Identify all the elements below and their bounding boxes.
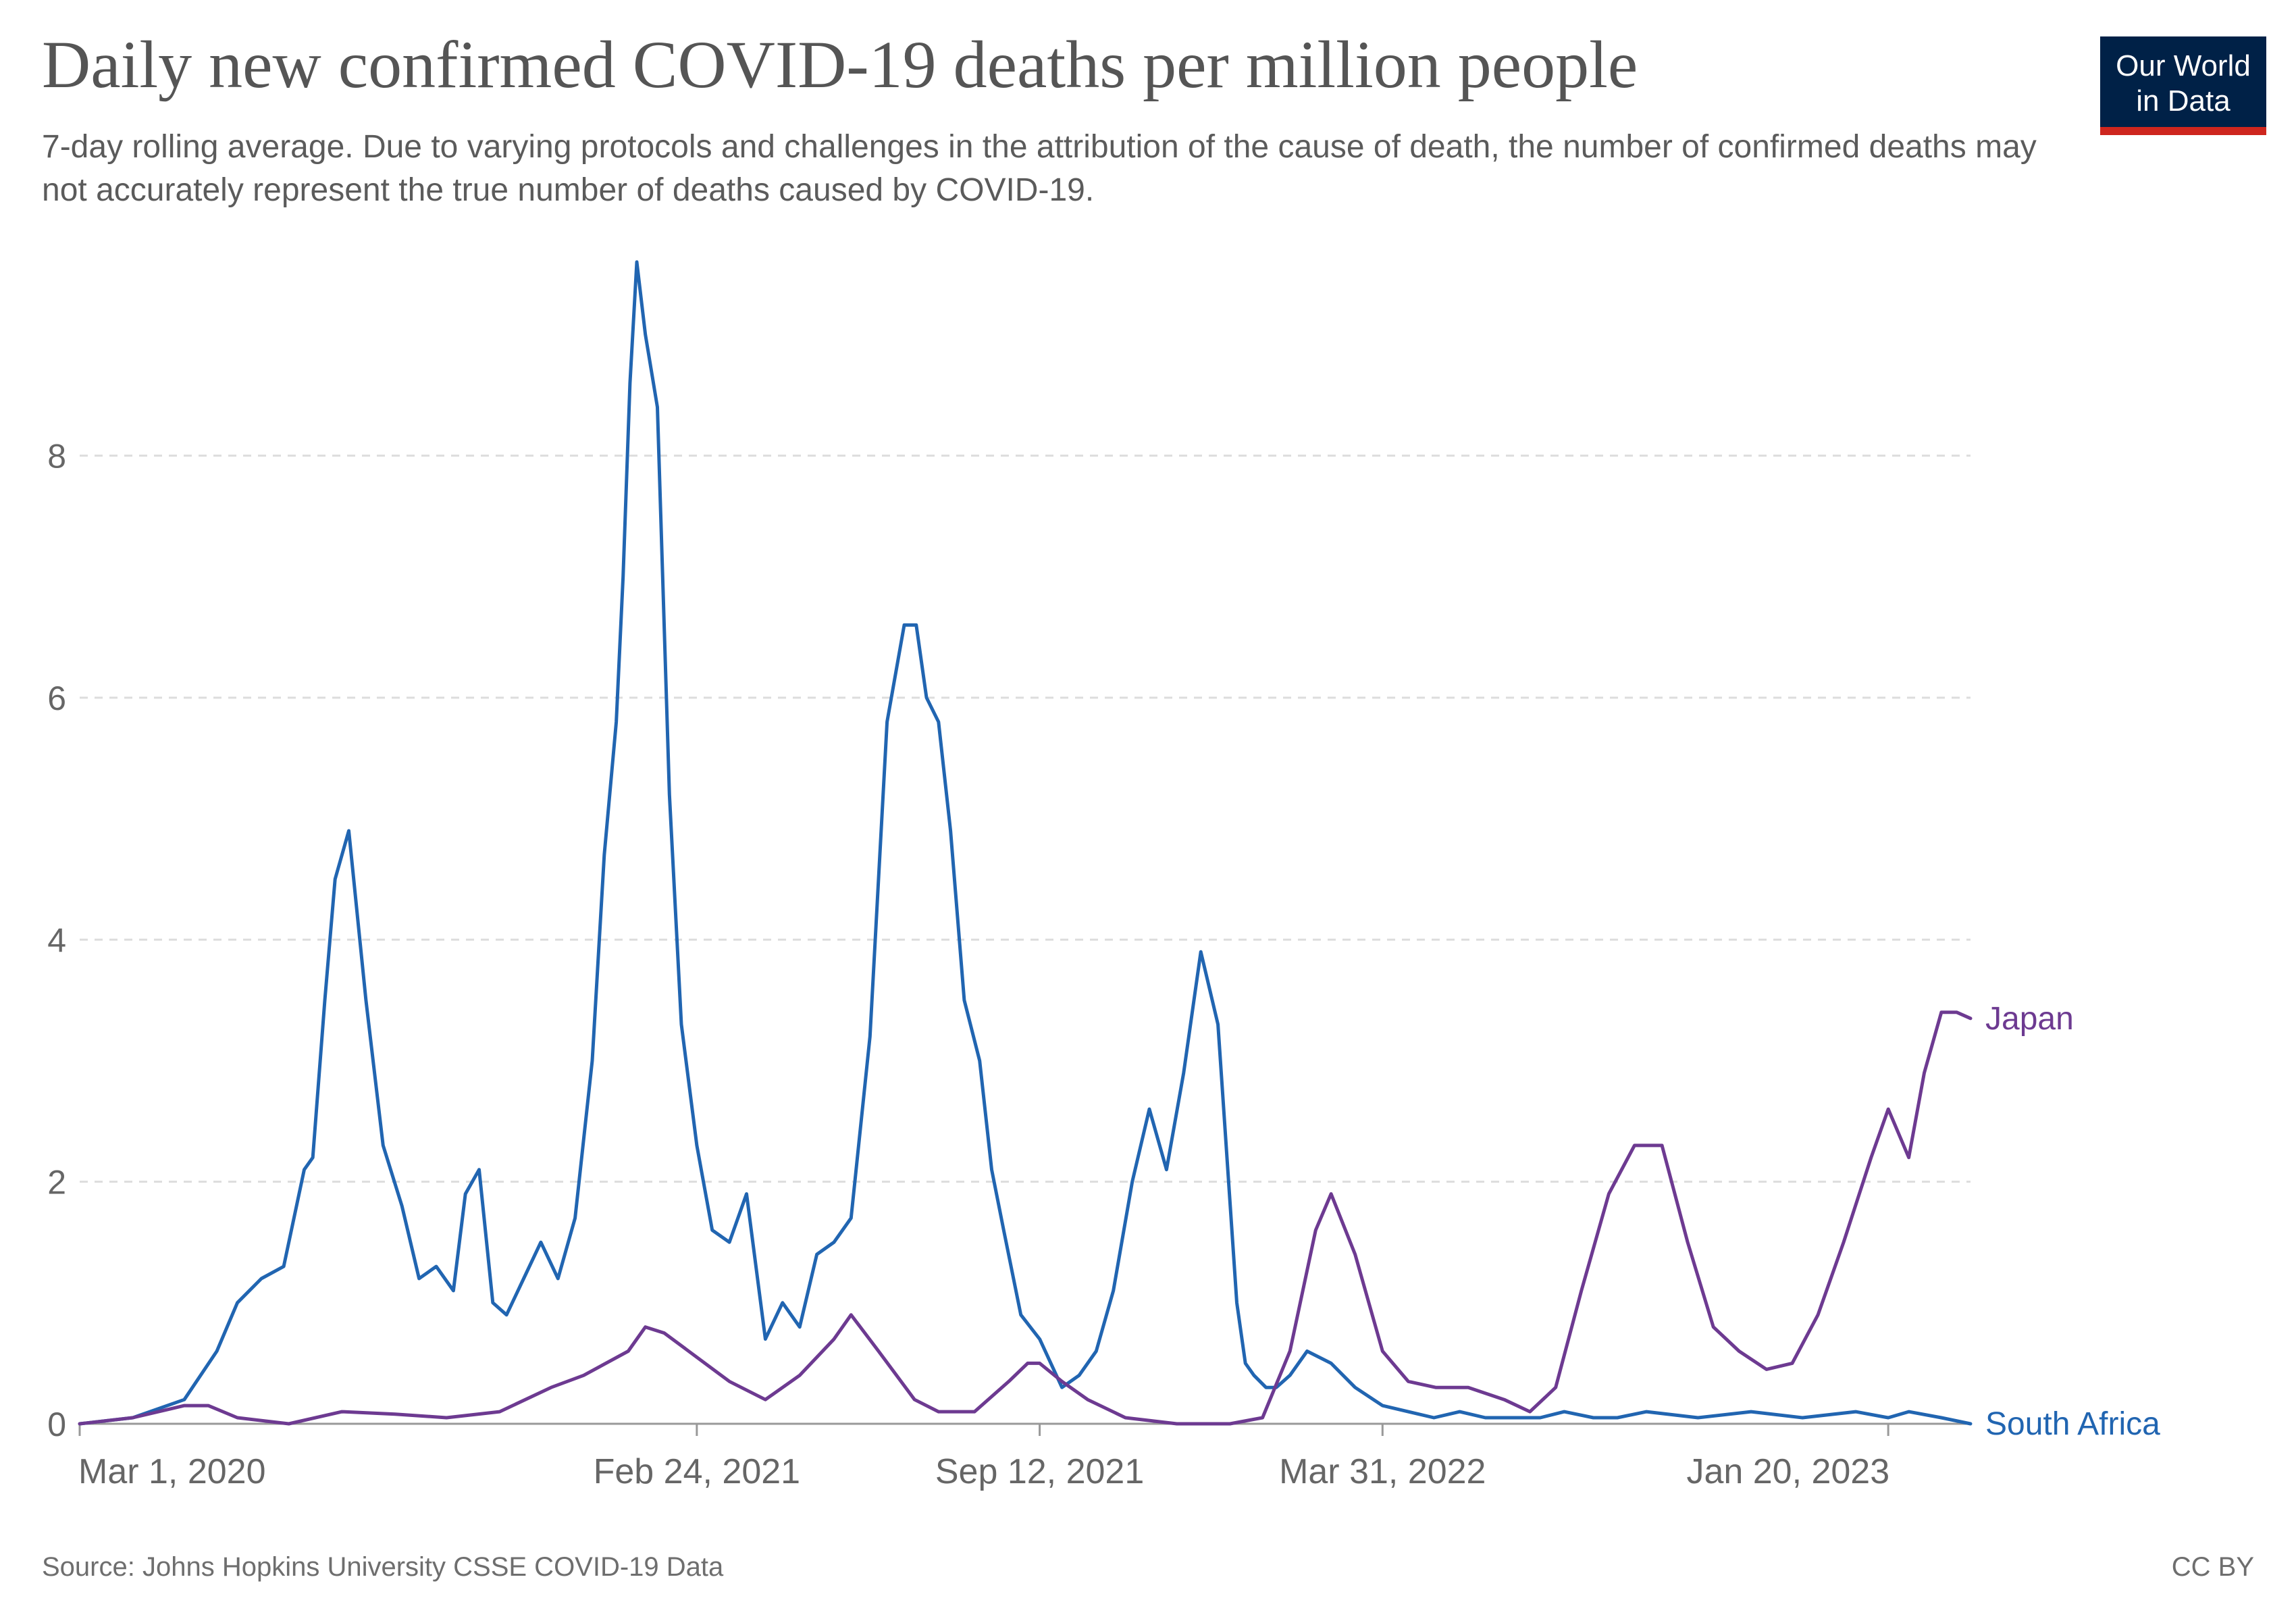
y-tick-label: 8 xyxy=(47,438,66,475)
y-tick-label: 6 xyxy=(47,679,66,717)
grid-layer xyxy=(80,455,1971,1183)
series-label-japan: Japan xyxy=(1985,1001,2074,1037)
x-tick-label: Jan 20, 2023 xyxy=(1686,1452,1889,1491)
chart-title: Daily new confirmed COVID-19 deaths per … xyxy=(42,27,1638,102)
owid-logo[interactable]: Our World in Data xyxy=(2100,36,2266,135)
series-layer: South Africa Japan xyxy=(78,260,2160,1442)
y-tick-label: 4 xyxy=(47,921,66,959)
series-line-south-africa xyxy=(78,260,1973,1426)
series-label-south-africa: South Africa xyxy=(1985,1406,2160,1442)
x-tick-label: Sep 12, 2021 xyxy=(935,1452,1144,1491)
license-link[interactable]: CC BY xyxy=(2171,1552,2254,1582)
logo-accent-bar xyxy=(2100,127,2266,135)
x-tick-label: Feb 24, 2021 xyxy=(594,1452,800,1491)
series-line-japan xyxy=(78,1010,1973,1426)
axis-layer: 0 2 4 6 8 Mar 1, 2020 Feb 24, 2021 Sep 12, 2021… xyxy=(47,438,1971,1491)
logo-line-2: in Data xyxy=(2136,84,2230,118)
y-tick-label: 0 xyxy=(47,1406,66,1443)
x-tick-label: Mar 1, 2020 xyxy=(78,1452,266,1491)
y-tick-label: 2 xyxy=(47,1164,66,1202)
chart-subtitle: 7-day rolling average. Due to varying pr… xyxy=(42,129,2037,208)
logo-line-1: Our World xyxy=(2116,49,2251,82)
source-note: Source: Johns Hopkins University CSSE CO… xyxy=(42,1552,724,1582)
x-tick-label: Mar 31, 2022 xyxy=(1279,1452,1486,1491)
